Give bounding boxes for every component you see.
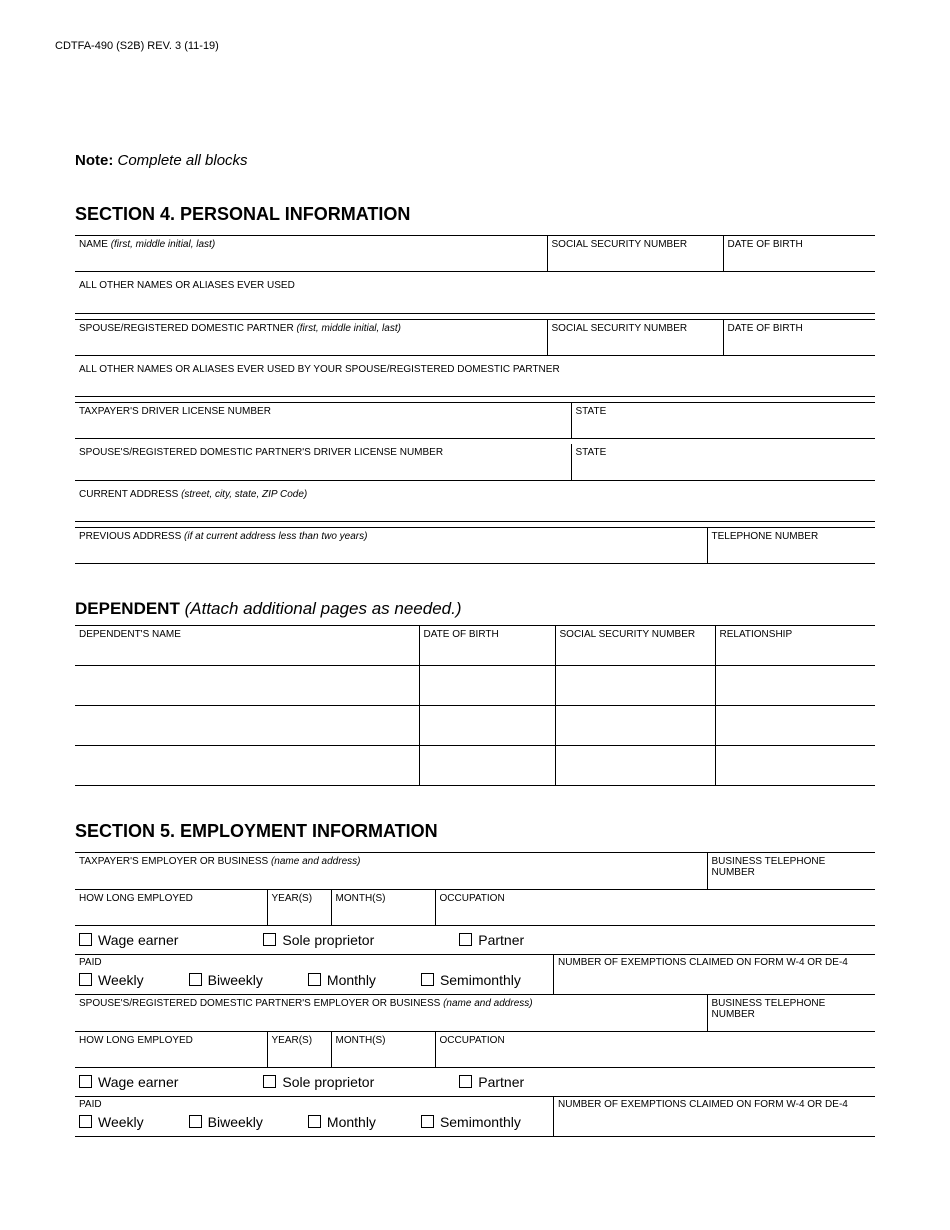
- dependent-heading: DEPENDENT (Attach additional pages as ne…: [75, 599, 875, 619]
- spouse-name-field[interactable]: SPOUSE/REGISTERED DOMESTIC PARTNER (firs…: [75, 319, 547, 355]
- dependent-cell[interactable]: [419, 706, 555, 746]
- dependent-cell[interactable]: [715, 706, 875, 746]
- spouse-months-field[interactable]: MONTH(S): [331, 1031, 435, 1067]
- years-field[interactable]: YEAR(S): [267, 889, 331, 925]
- spouse-dl-row: SPOUSE'S/REGISTERED DOMESTIC PARTNER'S D…: [75, 444, 875, 481]
- paid-label: PAID: [79, 957, 549, 968]
- spouse-semimonthly-checkbox[interactable]: Semimonthly: [421, 1114, 521, 1130]
- spouse-paid-row: PAID Weekly Biweekly Monthly Semimonthly…: [75, 1097, 875, 1137]
- spouse-partner-checkbox[interactable]: Partner: [459, 1074, 524, 1090]
- spouse-dl-state-field[interactable]: STATE: [571, 444, 875, 480]
- name-row: NAME (first, middle initial, last) SOCIA…: [75, 235, 875, 272]
- wage-earner-checkbox[interactable]: Wage earner: [79, 932, 178, 948]
- taxpayer-dl-row: TAXPAYER'S DRIVER LICENSE NUMBER STATE: [75, 402, 875, 439]
- telephone-field[interactable]: TELEPHONE NUMBER: [707, 528, 875, 564]
- spouse-row: SPOUSE/REGISTERED DOMESTIC PARTNER (firs…: [75, 319, 875, 356]
- dependent-cell[interactable]: [419, 666, 555, 706]
- spouse-years-field[interactable]: YEAR(S): [267, 1031, 331, 1067]
- dependent-ssn-header[interactable]: SOCIAL SECURITY NUMBER: [555, 626, 715, 666]
- spouse-aliases-row: ALL OTHER NAMES OR ALIASES EVER USED BY …: [75, 361, 875, 398]
- ssn-field[interactable]: SOCIAL SECURITY NUMBER: [547, 236, 723, 272]
- aliases-field[interactable]: ALL OTHER NAMES OR ALIASES EVER USED: [75, 277, 875, 313]
- spouse-dob-field[interactable]: DATE OF BIRTH: [723, 319, 875, 355]
- taxpayer-duration-row: HOW LONG EMPLOYED YEAR(S) MONTH(S) OCCUP…: [75, 889, 875, 926]
- previous-address-field[interactable]: PREVIOUS ADDRESS (if at current address …: [75, 528, 707, 564]
- dependent-cell[interactable]: [715, 666, 875, 706]
- spouse-employer-row: SPOUSE'S/REGISTERED DOMESTIC PARTNER'S E…: [75, 995, 875, 1031]
- taxpayer-dl-state-field[interactable]: STATE: [571, 403, 875, 439]
- taxpayer-type-checkboxes: Wage earner Sole proprietor Partner: [75, 926, 875, 955]
- semimonthly-checkbox[interactable]: Semimonthly: [421, 972, 521, 988]
- dependent-cell[interactable]: [75, 706, 419, 746]
- sole-proprietor-checkbox[interactable]: Sole proprietor: [263, 932, 374, 948]
- months-field[interactable]: MONTH(S): [331, 889, 435, 925]
- aliases-row: ALL OTHER NAMES OR ALIASES EVER USED: [75, 277, 875, 314]
- spouse-how-long-field[interactable]: HOW LONG EMPLOYED: [75, 1031, 267, 1067]
- current-address-row: CURRENT ADDRESS (street, city, state, ZI…: [75, 486, 875, 523]
- note-text: Complete all blocks: [118, 152, 248, 169]
- spouse-weekly-checkbox[interactable]: Weekly: [79, 1114, 144, 1130]
- spouse-wage-earner-checkbox[interactable]: Wage earner: [79, 1074, 178, 1090]
- dependent-dob-header[interactable]: DATE OF BIRTH: [419, 626, 555, 666]
- section5-title: SECTION 5. EMPLOYMENT INFORMATION: [75, 821, 875, 842]
- previous-address-row: PREVIOUS ADDRESS (if at current address …: [75, 527, 875, 564]
- spouse-employer-field[interactable]: SPOUSE'S/REGISTERED DOMESTIC PARTNER'S E…: [75, 995, 707, 1031]
- spouse-ssn-field[interactable]: SOCIAL SECURITY NUMBER: [547, 319, 723, 355]
- dependent-rel-header[interactable]: RELATIONSHIP: [715, 626, 875, 666]
- spouse-aliases-field[interactable]: ALL OTHER NAMES OR ALIASES EVER USED BY …: [75, 361, 875, 397]
- dependent-name-header[interactable]: DEPENDENT'S NAME: [75, 626, 419, 666]
- spouse-sole-proprietor-checkbox[interactable]: Sole proprietor: [263, 1074, 374, 1090]
- note-block: Note: Complete all blocks: [75, 152, 875, 169]
- dependent-cell[interactable]: [555, 706, 715, 746]
- form-identifier: CDTFA-490 (S2B) REV. 3 (11-19): [55, 40, 875, 52]
- spouse-duration-row: HOW LONG EMPLOYED YEAR(S) MONTH(S) OCCUP…: [75, 1031, 875, 1068]
- taxpayer-paid-row: PAID Weekly Biweekly Monthly Semimonthly…: [75, 955, 875, 995]
- dependent-cell[interactable]: [75, 666, 419, 706]
- name-field[interactable]: NAME (first, middle initial, last): [75, 236, 547, 272]
- spouse-business-phone-field[interactable]: BUSINESS TELEPHONE NUMBER: [707, 995, 875, 1031]
- spouse-exemptions-field[interactable]: NUMBER OF EXEMPTIONS CLAIMED ON FORM W-4…: [553, 1097, 875, 1136]
- dependent-cell[interactable]: [419, 746, 555, 786]
- biweekly-checkbox[interactable]: Biweekly: [189, 972, 263, 988]
- weekly-checkbox[interactable]: Weekly: [79, 972, 144, 988]
- dependent-table: DEPENDENT'S NAME DATE OF BIRTH SOCIAL SE…: [75, 625, 875, 786]
- current-address-field[interactable]: CURRENT ADDRESS (street, city, state, ZI…: [75, 486, 875, 522]
- section4-title: SECTION 4. PERSONAL INFORMATION: [75, 204, 875, 225]
- spouse-dl-field[interactable]: SPOUSE'S/REGISTERED DOMESTIC PARTNER'S D…: [75, 444, 571, 480]
- taxpayer-dl-field[interactable]: TAXPAYER'S DRIVER LICENSE NUMBER: [75, 403, 571, 439]
- spouse-type-checkboxes: Wage earner Sole proprietor Partner: [75, 1068, 875, 1097]
- dob-field[interactable]: DATE OF BIRTH: [723, 236, 875, 272]
- spouse-monthly-checkbox[interactable]: Monthly: [308, 1114, 376, 1130]
- spouse-paid-label: PAID: [79, 1099, 549, 1110]
- taxpayer-employer-field[interactable]: TAXPAYER'S EMPLOYER OR BUSINESS (name an…: [75, 853, 707, 889]
- dependent-cell[interactable]: [555, 666, 715, 706]
- spouse-occupation-field[interactable]: OCCUPATION: [435, 1031, 875, 1067]
- dependent-cell[interactable]: [555, 746, 715, 786]
- how-long-field[interactable]: HOW LONG EMPLOYED: [75, 889, 267, 925]
- exemptions-field[interactable]: NUMBER OF EXEMPTIONS CLAIMED ON FORM W-4…: [553, 955, 875, 994]
- monthly-checkbox[interactable]: Monthly: [308, 972, 376, 988]
- taxpayer-business-phone-field[interactable]: BUSINESS TELEPHONE NUMBER: [707, 853, 875, 889]
- dependent-cell[interactable]: [75, 746, 419, 786]
- spouse-biweekly-checkbox[interactable]: Biweekly: [189, 1114, 263, 1130]
- occupation-field[interactable]: OCCUPATION: [435, 889, 875, 925]
- dependent-cell[interactable]: [715, 746, 875, 786]
- note-label: Note:: [75, 152, 113, 169]
- partner-checkbox[interactable]: Partner: [459, 932, 524, 948]
- taxpayer-employer-row: TAXPAYER'S EMPLOYER OR BUSINESS (name an…: [75, 852, 875, 889]
